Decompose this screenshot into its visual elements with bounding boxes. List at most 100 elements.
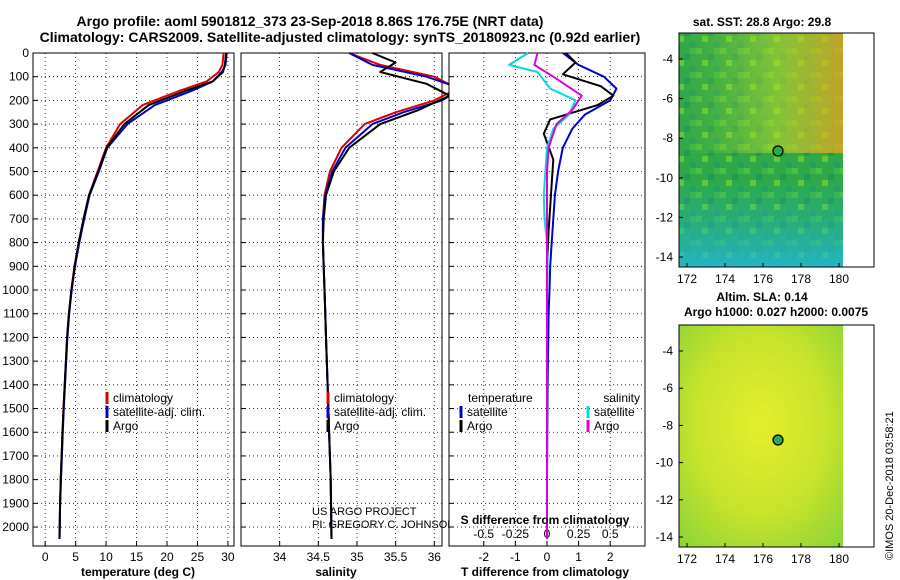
x-tick-label: 35: [350, 550, 364, 564]
map-x-tick-label: 180: [829, 272, 849, 286]
depth-tick-label: 1200: [2, 330, 29, 344]
t-difference-axis-label: T difference from climatology: [461, 565, 629, 579]
salinity-plot-frame: [240, 52, 443, 547]
sst-map-cool-region: [679, 180, 843, 267]
x-tick-label: -1: [510, 550, 521, 564]
sst-map-axis-ticks: 172 174 176 178 180 -4 -6 -8 -10 -12 -14: [656, 52, 850, 286]
sla-map-title-line2: Argo h1000: 0.027 h2000: 0.0075: [684, 305, 868, 319]
map-y-tick-label: -6: [662, 381, 673, 395]
depth-tick-label: 500: [9, 165, 29, 179]
x-tick-label: 30: [221, 550, 235, 564]
map-x-tick-label: 176: [753, 552, 773, 566]
x-tick-label: 15: [130, 550, 144, 564]
depth-tick-label: 1500: [2, 402, 29, 416]
map-y-tick-label: -8: [662, 418, 673, 432]
legend-label-climatology: climatology: [113, 391, 173, 405]
sla-argo-location-marker: [772, 434, 784, 446]
x-tick-label: 20: [160, 550, 174, 564]
x-tick-label: 35.5: [384, 550, 408, 564]
temperature-axis-ticks: 0 5 10 15 20 25 30: [42, 541, 235, 564]
legend-label-sal-satellite: satellite: [594, 405, 635, 419]
project-credit-line2: PI: GREGORY C. JOHNSON: [312, 519, 455, 531]
map-y-tick-label: -14: [656, 530, 674, 544]
legend-label-satellite-adj: satellite-adj. clim.: [334, 405, 426, 419]
map-y-tick-label: -4: [662, 344, 673, 358]
x-tick-label: 2: [607, 550, 614, 564]
sla-map-no-data: [843, 325, 874, 547]
s-difference-axis-label: S difference from climatology: [461, 513, 630, 527]
depth-tick-label: 1700: [2, 449, 29, 463]
depth-tick-label: 900: [9, 259, 29, 273]
depth-tick-label: 1400: [2, 378, 29, 392]
map-y-tick-label: -12: [656, 210, 674, 224]
x-tick-label: 36: [428, 550, 442, 564]
t-difference-axis-ticks: -2 -1 0 1 2: [478, 541, 614, 564]
series-line-argo: [58, 52, 228, 539]
legend-label-temp-satellite: satellite: [467, 405, 508, 419]
legend-label-sal-argo: Argo: [594, 419, 620, 433]
sla-map-frame: [678, 324, 875, 548]
depth-tick-label: 1800: [2, 473, 29, 487]
salinity-panel: 34 34.5 35 35.5 36 salinity climatology sate…: [240, 52, 463, 579]
s-diff-tick-label: -0.25: [502, 527, 530, 541]
x-tick-label: -2: [478, 550, 489, 564]
temperature-profile-lines: [58, 52, 228, 539]
map-y-tick-label: -14: [656, 250, 674, 264]
sst-map-frame: [678, 32, 875, 268]
x-tick-label: 0: [544, 550, 551, 564]
legend-head-temperature: temperature: [468, 391, 533, 405]
x-tick-label: 34: [273, 550, 287, 564]
depth-tick-label: 400: [9, 141, 29, 155]
depth-axis-ticks: 0 100 200 300 400 500 600 700 800 900 1000 1100 1200…: [2, 46, 29, 534]
temperature-legend: climatology satellite-adj. clim. Argo: [105, 391, 205, 433]
figure-title-line2: Climatology: CARS2009. Satellite-adjuste…: [40, 29, 641, 45]
sst-map-warm-region: [679, 33, 843, 153]
sla-map-field: [679, 325, 843, 547]
x-tick-label: 0: [42, 550, 49, 564]
legend-label-climatology: climatology: [334, 391, 394, 405]
x-tick-label: 10: [99, 550, 113, 564]
map-y-tick-label: -10: [656, 171, 674, 185]
x-tick-label: 1: [575, 550, 582, 564]
depth-tick-label: 1100: [3, 307, 29, 321]
depth-tick-label: 1900: [2, 496, 29, 510]
legend-label-temp-argo: Argo: [467, 419, 493, 433]
sst-map-no-data: [843, 33, 874, 267]
s-diff-tick-label: 0.5: [602, 527, 619, 541]
legend-label-argo: Argo: [113, 419, 139, 433]
sst-map-panel: sat. SST: 28.8 Argo: 29.8: [656, 15, 875, 286]
depth-tick-label: 1000: [2, 283, 29, 297]
depth-tick-label: 800: [9, 236, 29, 250]
map-x-tick-label: 180: [829, 552, 849, 566]
legend-head-salinity: salinity: [603, 391, 640, 405]
sst-map-title: sat. SST: 28.8 Argo: 29.8: [693, 15, 832, 29]
x-tick-label: 25: [191, 550, 205, 564]
map-x-tick-label: 178: [791, 552, 811, 566]
map-y-tick-label: -4: [662, 52, 673, 66]
map-x-tick-label: 178: [791, 272, 811, 286]
difference-panel: -2 -1 0 1 2 -0.5 -0.25 0 0.25 0.5 S difference f…: [448, 52, 646, 579]
sla-map-title-line1: Altim. SLA: 0.14: [716, 290, 808, 304]
depth-tick-label: 200: [9, 93, 29, 107]
depth-tick-label: 0: [22, 46, 29, 60]
figure-title-line1: Argo profile: aoml 5901812_373 23-Sep-20…: [77, 13, 544, 29]
map-x-tick-label: 176: [753, 272, 773, 286]
sla-map-axis-ticks: 172 174 176 178 180 -4 -6 -8 -10 -12 -14: [656, 344, 850, 566]
temperature-axis-label: temperature (deg C): [81, 565, 195, 579]
depth-tick-label: 2000: [2, 520, 29, 534]
depth-tick-label: 100: [9, 70, 29, 84]
legend-label-satellite-adj: satellite-adj. clim.: [113, 405, 205, 419]
difference-profile-lines: [508, 52, 618, 539]
map-y-tick-label: -12: [656, 493, 674, 507]
map-x-tick-label: 172: [677, 552, 697, 566]
s-diff-tick-label: 0.25: [567, 527, 591, 541]
temperature-gridlines: [33, 52, 234, 546]
salinity-axis-label: salinity: [315, 565, 357, 579]
depth-tick-label: 1300: [2, 354, 29, 368]
sla-map-panel: Altim. SLA: 0.14 Argo h1000: 0.027 h2000…: [656, 290, 875, 566]
x-tick-label: 34.5: [307, 550, 331, 564]
project-credit-line1: US ARGO PROJECT: [312, 506, 417, 518]
salinity-legend: climatology satellite-adj. clim. Argo: [326, 391, 426, 433]
difference-legend: temperature salinity satellite Argo sate…: [459, 391, 640, 433]
